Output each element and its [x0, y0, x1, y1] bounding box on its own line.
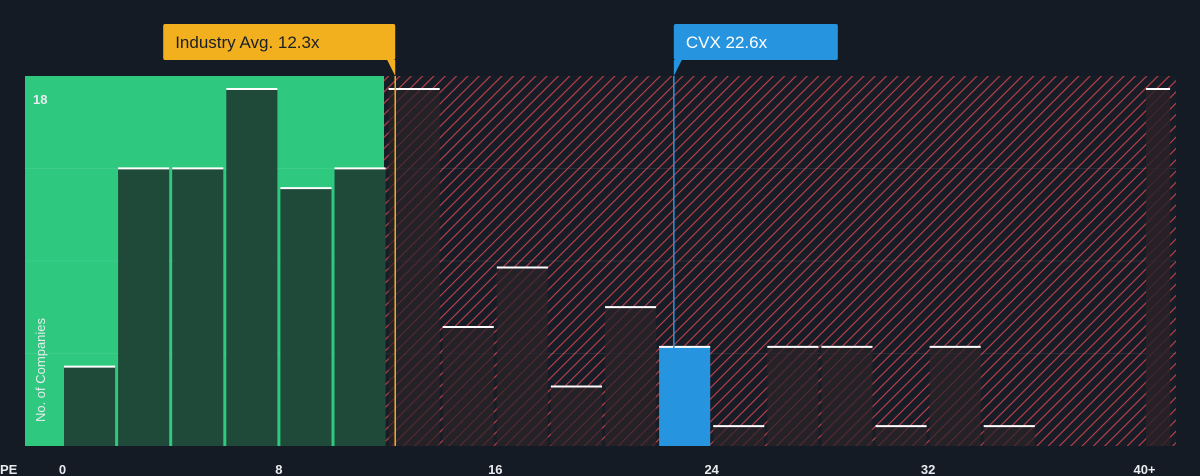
- x-axis-label: PE: [0, 462, 18, 476]
- company-pe-box: [673, 24, 838, 60]
- histogram-bar-3: [226, 89, 278, 446]
- bars-layer: [64, 88, 1171, 447]
- y-axis-label: No. of Companies: [33, 317, 48, 422]
- histogram-bar-8: [496, 267, 548, 446]
- histogram-bar-16: [929, 346, 981, 446]
- x-tick-label-1: 8: [275, 462, 282, 476]
- x-tick-label-3: 24: [704, 462, 719, 476]
- company-callout: CVX 22.6x: [673, 24, 838, 76]
- marker-layer: [394, 76, 675, 446]
- x-ticks: 0 8 16 24 32 40+: [59, 462, 1156, 476]
- x-tick-label-4: 32: [921, 462, 935, 476]
- x-tick-label-5: 40+: [1133, 462, 1155, 476]
- industry-avg-label: Industry Avg. 12.3x: [175, 33, 320, 52]
- histogram-bar-2: [172, 168, 224, 447]
- histogram-bar-14: [821, 346, 873, 446]
- company-pe-label: CVX 22.6x: [686, 33, 768, 52]
- x-tick-label-0: 0: [59, 462, 66, 476]
- histogram-bar-4: [280, 188, 332, 446]
- histogram-bar-12: [713, 426, 765, 446]
- industry-avg-box: [163, 24, 396, 60]
- histogram-bar-7: [442, 327, 494, 446]
- histogram-bar-1: [118, 168, 170, 447]
- histogram-bar-5: [334, 168, 386, 447]
- industry-avg-callout: Industry Avg. 12.3x: [163, 24, 396, 76]
- industry-avg-pointer: [387, 60, 396, 76]
- histogram-bar-6: [388, 89, 440, 446]
- histogram-bar-11: [659, 346, 711, 446]
- histogram-bar-20: [1146, 89, 1171, 446]
- histogram-bar-0: [64, 366, 116, 446]
- x-tick-label-2: 16: [488, 462, 502, 476]
- histogram-bar-17: [983, 426, 1035, 446]
- y-tick-label: 18: [33, 92, 47, 107]
- histogram-bar-10: [605, 307, 657, 446]
- company-pe-pointer: [673, 60, 682, 76]
- histogram-bar-15: [875, 426, 927, 446]
- histogram-bar-9: [550, 386, 602, 446]
- histogram-bar-13: [767, 346, 819, 446]
